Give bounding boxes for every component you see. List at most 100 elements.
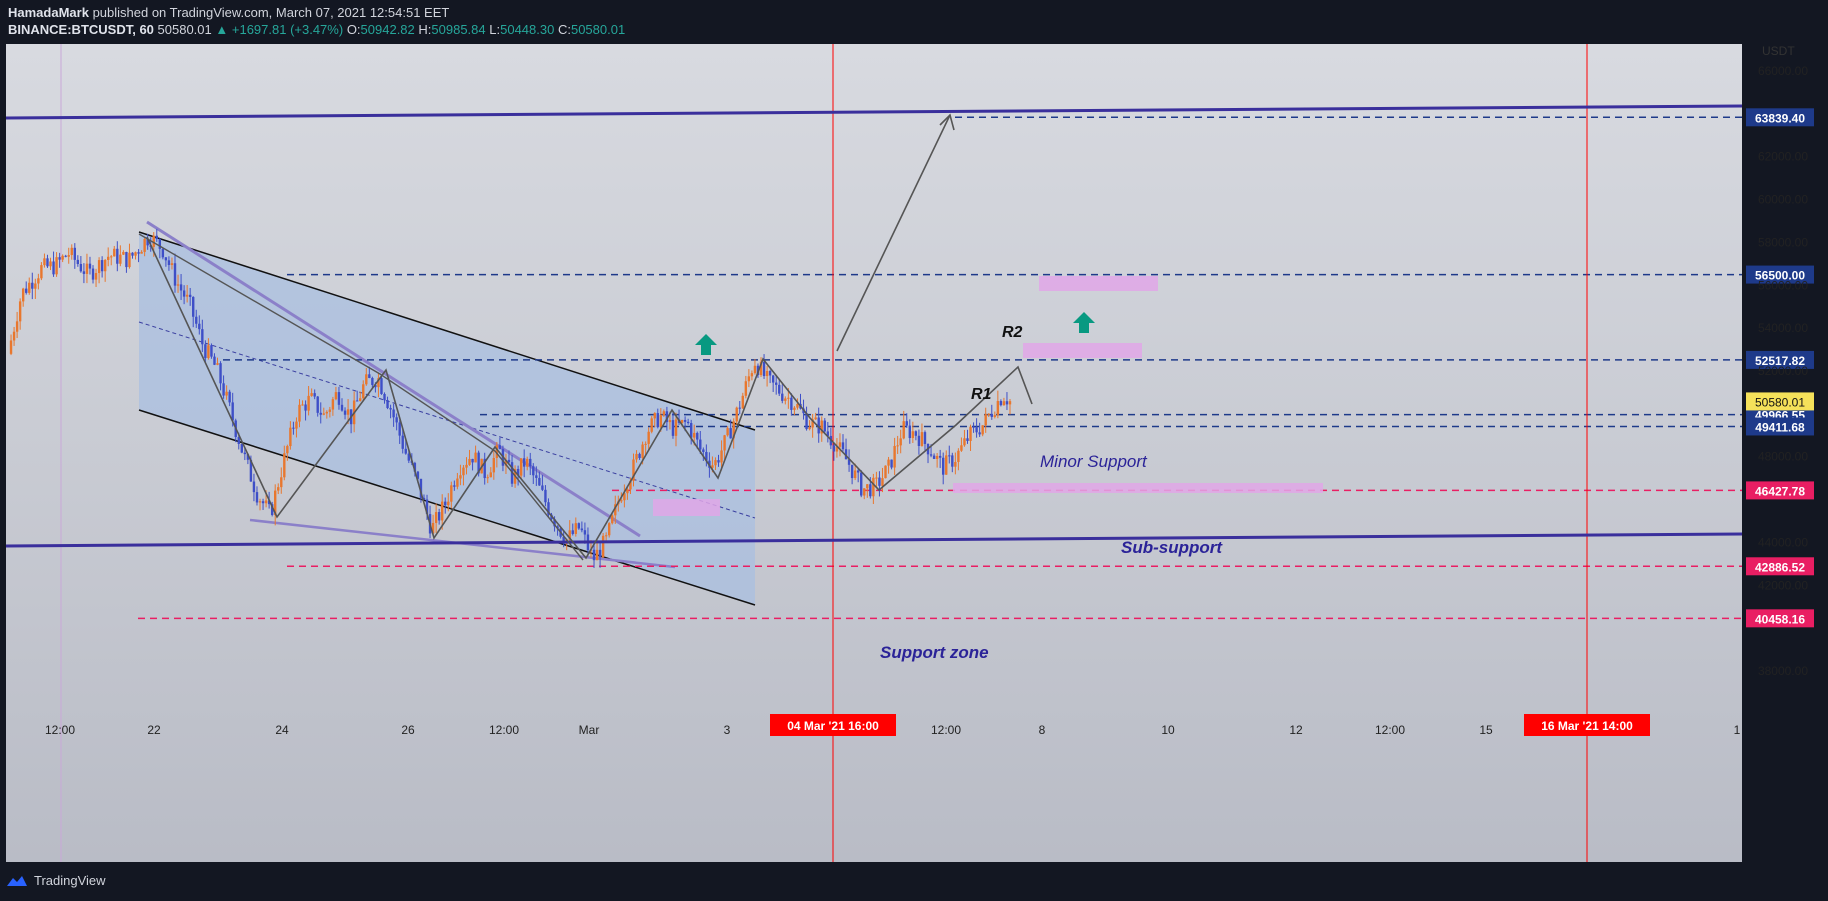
candle-body	[853, 470, 857, 479]
candle-body	[817, 417, 820, 434]
price-axis[interactable]: USDT 63839.4056500.0052517.8249966.55494…	[1746, 44, 1814, 678]
candle-body	[85, 263, 89, 274]
time-marker-label: 04 Mar '21 16:00	[787, 719, 879, 733]
candle-body	[951, 455, 954, 467]
candle-body	[283, 453, 286, 478]
candle-body	[64, 255, 67, 257]
candle-body	[434, 512, 438, 523]
time-marker-label-bg	[770, 714, 896, 736]
author-name[interactable]: HamadaMark	[8, 5, 89, 20]
candle-body	[307, 395, 310, 411]
candle-body	[82, 271, 86, 274]
candle-body	[137, 252, 140, 254]
candle-body	[993, 415, 997, 417]
candle-body	[556, 526, 559, 529]
candle-body	[668, 420, 672, 423]
candle-body	[662, 411, 666, 415]
candle-body	[374, 384, 377, 388]
annotation-r2: R2	[1002, 324, 1023, 341]
candle-body	[547, 502, 550, 515]
price-change: ▲ +1697.81 (+3.47%)	[215, 22, 344, 37]
drawings	[5, 104, 1743, 561]
candle-body	[866, 484, 869, 489]
candle-body	[793, 407, 796, 410]
upper-trendline	[5, 104, 1743, 120]
candle-body	[519, 458, 523, 476]
candle-body	[343, 410, 347, 415]
candle-body	[25, 288, 28, 293]
candle-body	[103, 259, 107, 272]
candle-body	[489, 472, 492, 478]
candle-body	[860, 472, 863, 496]
candle-body	[337, 392, 341, 405]
candle-body	[286, 446, 289, 454]
candle-body	[696, 432, 699, 440]
candle-body	[277, 487, 280, 491]
candle-body	[152, 235, 155, 247]
candle-body	[431, 522, 435, 534]
tradingview-logo[interactable]: TradingView	[6, 873, 106, 888]
y-tick-label: 52000.00	[1758, 364, 1808, 378]
candle-body	[954, 461, 957, 467]
candle-body	[580, 528, 584, 531]
candle-body	[322, 413, 325, 415]
candle-body	[380, 378, 383, 394]
tradingview-logo-icon	[7, 875, 27, 886]
candle-body	[255, 492, 259, 503]
candle-body	[252, 481, 256, 493]
candle-body	[292, 427, 295, 429]
footer-bar: TradingView	[0, 864, 1828, 901]
candle-body	[465, 464, 468, 468]
candle-body	[823, 420, 826, 432]
candle-body	[1002, 401, 1006, 406]
candle-body	[863, 488, 866, 496]
candle-body	[932, 455, 936, 459]
candle-body	[680, 419, 684, 423]
candle-body	[620, 500, 623, 502]
candle-body	[814, 417, 817, 420]
candle-body	[935, 455, 939, 459]
candle-body	[723, 435, 726, 451]
x-tick-label: 12	[1289, 723, 1303, 737]
candle-body	[128, 252, 131, 268]
arrow-up-left	[695, 334, 717, 355]
candle-body	[553, 519, 556, 527]
candle-body	[890, 459, 893, 468]
candle-body	[614, 504, 617, 516]
candle-body	[911, 431, 915, 439]
candle-body	[389, 408, 392, 410]
symbol-label[interactable]: BINANCE:BTCUSDT, 60	[8, 22, 154, 37]
candle-body	[826, 431, 830, 436]
candle-body	[835, 446, 839, 452]
open-value: 50942.82	[360, 22, 415, 37]
candle-body	[161, 248, 165, 258]
candle-body	[532, 466, 535, 476]
annotations: R2 R1 Minor Support Sub-support Support …	[880, 324, 1223, 662]
zone-r1	[1023, 343, 1142, 358]
candle-body	[61, 255, 64, 260]
candle-body	[541, 485, 544, 490]
candle-body	[355, 400, 359, 402]
price-chart[interactable]: R2 R1 Minor Support Sub-support Support …	[0, 42, 1828, 864]
candle-body	[738, 407, 741, 409]
candle-body	[131, 252, 134, 256]
candle-body	[644, 443, 647, 445]
candle-body	[875, 477, 878, 479]
zone-boxes	[653, 276, 1323, 516]
candle-body	[990, 413, 993, 417]
candle-body	[459, 475, 462, 479]
candle-body	[611, 515, 614, 524]
target-arrow-line	[836, 114, 951, 352]
candle-body	[155, 235, 158, 240]
trendline-purple	[146, 220, 641, 538]
candle-body	[334, 392, 338, 400]
candle-body	[641, 444, 644, 459]
x-tick-label: 3	[724, 723, 731, 737]
candle-body	[987, 413, 990, 415]
candle-body	[304, 404, 307, 411]
candle-body	[173, 263, 177, 286]
publication-line: HamadaMark published on TradingView.com,…	[8, 5, 449, 20]
candle-body	[176, 284, 180, 286]
candle-body	[972, 426, 975, 428]
time-axis[interactable]: 12:00 22 24 26 12:00 Mar 3 12:00 8 10 12 12:00 15 1 04…	[45, 714, 1741, 737]
